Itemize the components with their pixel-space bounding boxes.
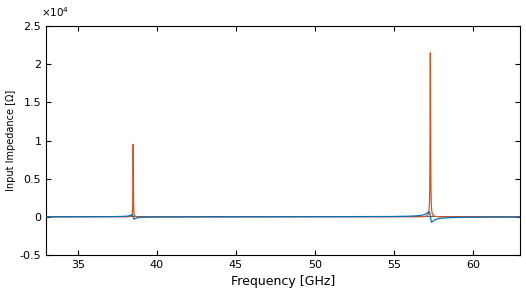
Y-axis label: Input Impedance [Ω]: Input Impedance [Ω] — [6, 90, 16, 191]
Text: $\times10^4$: $\times10^4$ — [42, 6, 69, 19]
X-axis label: Frequency [GHz]: Frequency [GHz] — [231, 275, 336, 288]
